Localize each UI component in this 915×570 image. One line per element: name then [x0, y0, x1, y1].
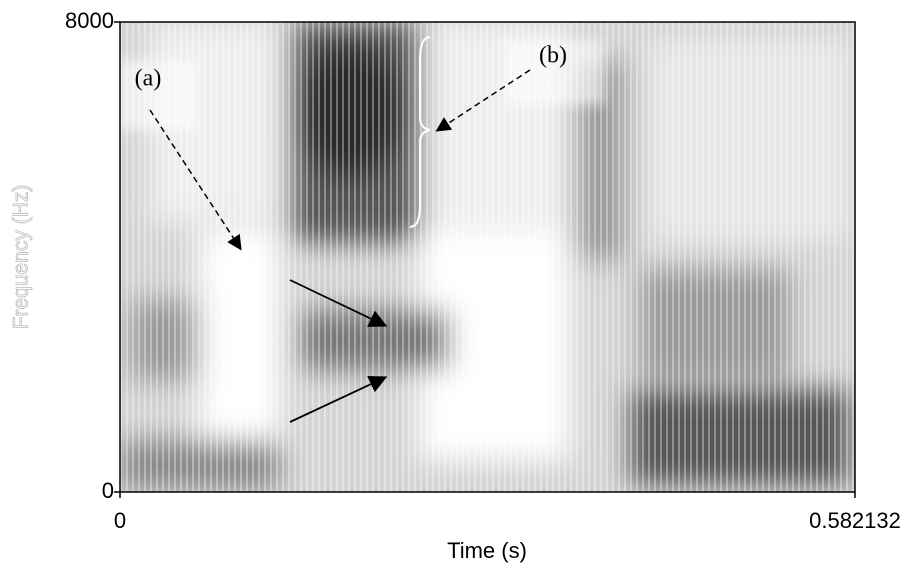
y-tick-label: 0 — [102, 478, 114, 503]
arrow — [149, 109, 242, 251]
annotation: (a) — [135, 66, 162, 92]
y-axis-label: Frequency (Hz) — [10, 185, 33, 330]
x-tick-label: 0 — [114, 508, 126, 533]
y-tick-label: 8000 — [65, 8, 114, 33]
plot-frame — [119, 21, 856, 493]
annotation: (b) — [539, 43, 567, 69]
arrow — [289, 279, 388, 327]
x-axis-label: Time (s) — [447, 538, 527, 563]
x-tick-label: 0.582132 — [809, 508, 901, 533]
spectrogram-image — [120, 22, 855, 492]
brace — [409, 36, 431, 228]
arrow — [435, 69, 531, 132]
arrow — [289, 375, 388, 423]
